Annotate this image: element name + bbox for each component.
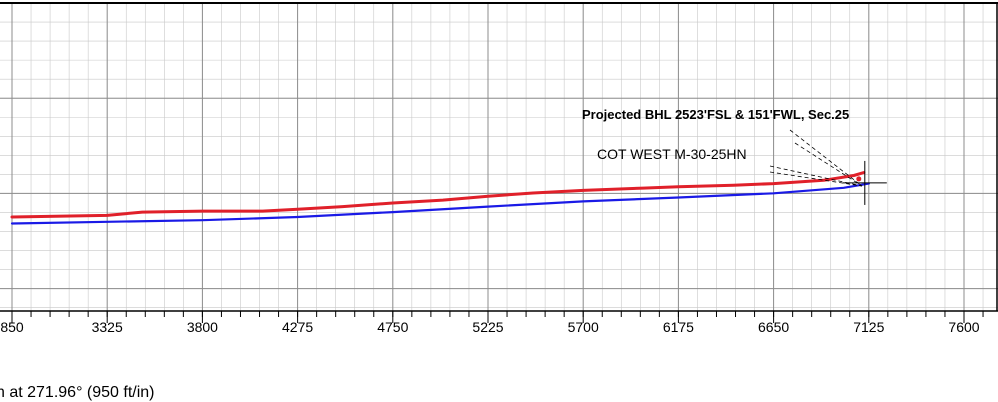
x-tick-label: 7125: [853, 319, 884, 335]
x-tick-label: 6175: [663, 319, 694, 335]
plot-frame: [0, 2, 998, 312]
x-tick-label: 4275: [282, 319, 313, 335]
annotation-leader-1a: [789, 129, 863, 187]
x-axis-ticks: 850 3325 3800 4275 4750 5225 5700 6175 6650 7125 7…: [0, 311, 984, 335]
minor-grid: [0, 2, 998, 311]
x-tick-label: 3325: [92, 319, 123, 335]
target-crosshair: [842, 160, 887, 205]
series-line-red: [10, 171, 866, 219]
annotation-bhl: Projected BHL 2523'FSL & 151'FWL, Sec.25: [582, 107, 849, 122]
annotation-leader-1b: [794, 142, 863, 187]
x-tick-label: 5700: [568, 319, 599, 335]
x-tick-label: 6650: [758, 319, 789, 335]
series-line-blue: [10, 182, 870, 225]
x-tick-label: 850: [0, 319, 24, 335]
annotation-leader-2b: [769, 171, 863, 187]
x-tick-label: 5225: [472, 319, 503, 335]
annotation-well-name: COT WEST M-30-25HN: [597, 146, 747, 162]
bhl-marker: [856, 176, 862, 182]
major-grid: [0, 3, 998, 311]
section-caption: n at 271.96° (950 ft/in): [0, 384, 155, 401]
x-tick-label: 7600: [948, 319, 979, 335]
series-group: [10, 171, 870, 225]
x-tick-label: 3800: [187, 319, 218, 335]
x-tick-label: 4750: [377, 319, 408, 335]
